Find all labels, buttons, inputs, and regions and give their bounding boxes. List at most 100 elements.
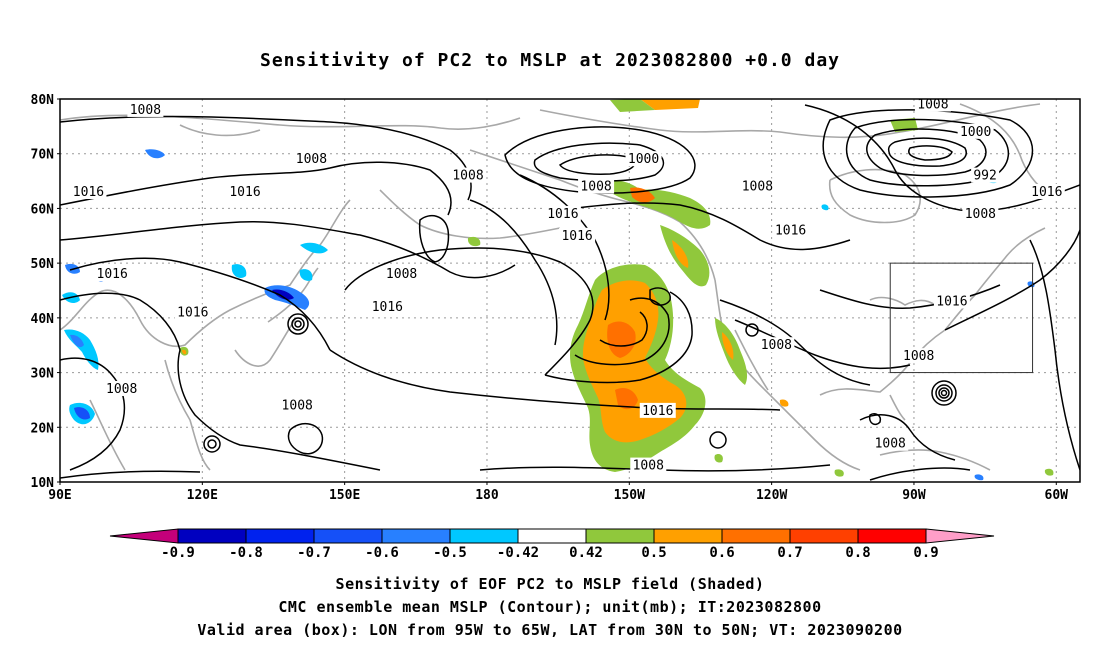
contour-label: 1008 [903,349,934,364]
contour-label: 1016 [547,207,578,222]
colorbar-label: 0.7 [777,545,802,561]
contour-label: 1008 [282,398,313,413]
contour-label: 1016 [642,404,673,419]
colorbar-segment [381,528,451,544]
mslp-contours [60,104,1080,481]
colorbar-label: 0.5 [641,545,666,561]
colorbar-label: 0.8 [845,545,870,561]
contour-label-bg [174,304,211,320]
contour-label-bg [872,435,909,451]
contour-label-bg [127,101,164,117]
contour-label: 1016 [73,185,104,200]
lat-tick-label: 20N [31,421,55,436]
contour-label-bg [630,457,667,473]
contour-label-bg [450,167,486,183]
contour-label-bg [103,380,140,396]
colorbar-label: 0.9 [913,545,938,561]
lon-tick-label: 150E [329,488,360,503]
colorbar-segment [313,528,383,544]
lat-tick-label: 10N [31,476,55,491]
contour-label-bg [70,184,107,200]
contour-label: 1016 [177,305,208,320]
colorbar-label: -0.8 [229,545,263,561]
colorbar-label: -0.7 [297,545,331,561]
contour-label-bg [94,266,131,282]
lon-tick-label: 60W [1045,488,1069,503]
contour-label-bg [933,293,970,309]
gridlines [60,99,1080,482]
contour-label: 1008 [452,169,483,184]
contour-label: 1008 [633,459,664,474]
colorbar-segment [653,528,723,544]
colorbar-segment [789,528,859,544]
valid-area-box [889,262,1034,374]
contour-label: 1008 [742,180,773,195]
contour-label: 1008 [875,437,906,452]
contour-label: 1008 [386,267,417,282]
map-area [60,99,1080,482]
contour-label: 1016 [97,267,128,282]
contour-label: 1008 [106,382,137,397]
contour-label: 1016 [372,300,403,315]
contour-label-bg [279,397,316,413]
contour-label: 1008 [130,103,161,118]
contour-label: 1008 [761,338,792,353]
contour-label-bg [227,184,264,200]
footer-line-2: CMC ensemble mean MSLP (Contour); unit(m… [278,598,822,616]
contour-label-bg [639,402,676,418]
contour-label-bg [1028,184,1065,200]
lat-tick-label: 70N [31,148,55,163]
lon-tick-label: 90W [902,488,926,503]
colorbar-extend-low [109,528,179,544]
contour-label-bg [900,348,937,364]
contour-label: 1008 [580,180,611,195]
contour-label: 1008 [296,152,327,167]
lon-tick-label: 150W [614,488,645,503]
colorbar-label: 0.42 [569,545,603,561]
contour-label: 1016 [936,294,967,309]
contour-label-bg [772,222,809,238]
colorbar-segment [517,528,587,544]
chart-title: Sensitivity of PC2 to MSLP at 2023082800… [259,50,840,71]
lon-tick-label: 120W [756,488,787,503]
contour-label: 992 [973,169,996,184]
contour-label: 1000 [628,152,659,167]
colorbar-segment [449,528,519,544]
contour-label-bg [578,178,615,194]
lat-tick-label: 40N [31,312,55,327]
colorbar-extend-high [925,528,995,544]
footer-line-3: Valid area (box): LON from 95W to 65W, L… [197,621,903,639]
contour-label-bg [758,337,795,353]
colorbar-label: -0.9 [161,545,195,561]
contour-label-bg [293,151,330,167]
latitude-axis-labels: 80N 70N 60N 50N 40N 30N 20N 10N [31,93,60,491]
contour-label: 1016 [1031,185,1062,200]
lat-tick-label: 30N [31,367,55,382]
lon-tick-label: 120E [187,488,218,503]
colorbar-segment [585,528,655,544]
contour-label-bg [971,167,1000,183]
contour-label-bg [559,227,596,243]
contour-label-bg [962,205,999,221]
lat-tick-label: 60N [31,202,55,217]
footer-line-1: Sensitivity of EOF PC2 to MSLP field (Sh… [335,575,765,593]
contour-label: 1008 [965,207,996,222]
longitude-axis-labels: 90E 120E 150E 180 150W 120W 90W 60W [48,482,1068,503]
contour-label: 1008 [917,97,948,112]
colorbar-label: -0.42 [497,545,539,561]
colorbar-label: -0.5 [433,545,467,561]
contour-label-bg [957,123,994,139]
colorbar-label: 0.6 [709,545,734,561]
colorbar-label: -0.6 [365,545,399,561]
colorbar-segment [857,528,927,544]
contour-label: 1016 [229,185,260,200]
contour-label-bg [739,178,776,194]
lat-tick-label: 80N [31,93,55,108]
contour-label-bg [383,266,420,282]
colorbar-segment [177,528,247,544]
lat-tick-label: 50N [31,257,55,272]
contour-label-bg [625,151,662,167]
